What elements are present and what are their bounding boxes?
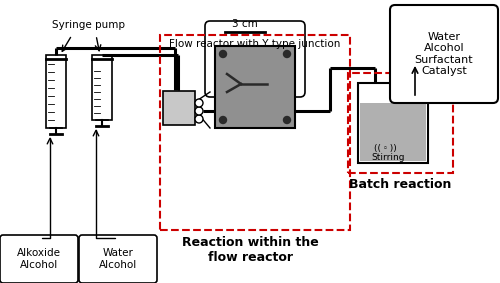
Bar: [163, 91, 195, 125]
Text: Flow reactor with Y type junction: Flow reactor with Y type junction: [170, 39, 340, 49]
Text: Syringe pump: Syringe pump: [52, 20, 125, 30]
Bar: [348, 73, 453, 173]
Bar: [410, 63, 420, 93]
Text: Alkoxide
Alcohol: Alkoxide Alcohol: [17, 248, 61, 270]
FancyBboxPatch shape: [205, 21, 305, 97]
Text: Water
Alcohol: Water Alcohol: [99, 248, 137, 270]
Bar: [360, 103, 426, 161]
Circle shape: [195, 99, 203, 107]
Circle shape: [284, 117, 290, 123]
Text: Stirring: Stirring: [371, 153, 405, 162]
FancyBboxPatch shape: [79, 235, 157, 283]
Text: Reaction within the
flow reactor: Reaction within the flow reactor: [182, 236, 318, 264]
Bar: [46, 55, 66, 128]
Text: (( ◦ )): (( ◦ )): [374, 145, 396, 153]
Text: Water
Alcohol
Surfactant
Catalyst: Water Alcohol Surfactant Catalyst: [414, 32, 474, 76]
Circle shape: [195, 107, 203, 115]
Bar: [160, 35, 350, 230]
Circle shape: [220, 117, 226, 123]
Circle shape: [220, 50, 226, 57]
Circle shape: [195, 115, 203, 123]
Bar: [358, 83, 428, 163]
Circle shape: [284, 50, 290, 57]
Text: 3 cm: 3 cm: [232, 19, 258, 29]
FancyBboxPatch shape: [0, 235, 78, 283]
Bar: [92, 55, 112, 120]
Bar: [215, 46, 295, 128]
FancyBboxPatch shape: [390, 5, 498, 103]
Text: Batch reaction: Batch reaction: [349, 179, 451, 192]
